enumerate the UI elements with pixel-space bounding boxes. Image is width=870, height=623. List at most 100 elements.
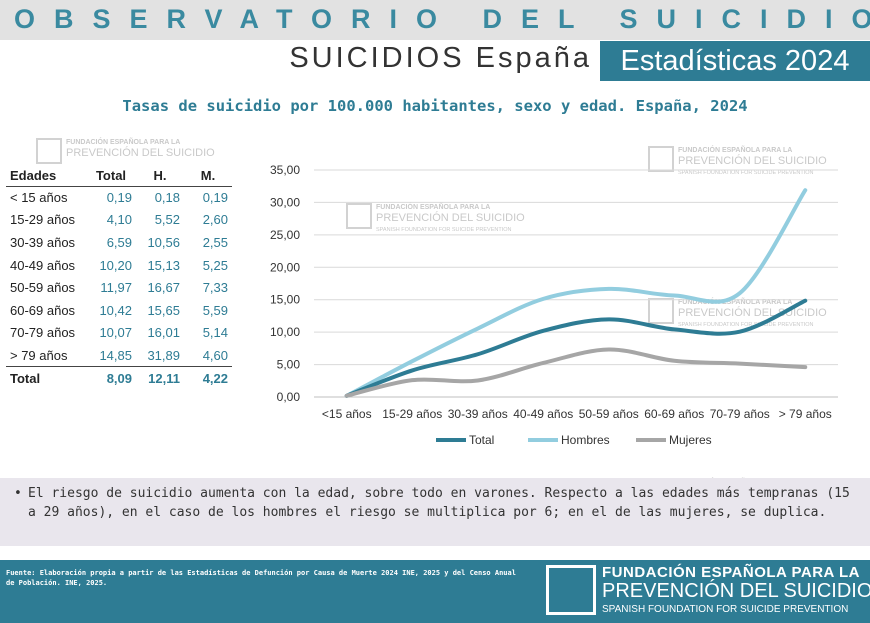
table-row: 70-79 años 10,07 16,01 5,14 <box>6 322 232 345</box>
header-ages: Edades <box>6 166 86 187</box>
men-cell: 10,56 <box>147 234 180 250</box>
logo-square-icon <box>546 565 596 615</box>
series-line-hombres <box>344 188 808 398</box>
men-cell: 16,67 <box>147 280 180 296</box>
watermark-line1: FUNDACIÓN ESPAÑOLA PARA LA <box>66 139 181 146</box>
men-cell: 16,01 <box>147 325 180 341</box>
age-cell: 15-29 años <box>10 212 76 228</box>
women-cell: 7,33 <box>202 280 228 296</box>
watermark-square-icon <box>346 203 372 229</box>
x-tick-label: 50-59 años <box>579 407 639 421</box>
women-cell: 2,55 <box>202 234 228 250</box>
total-cell: 4,10 <box>106 212 132 228</box>
table-row: 30-39 años 6,59 10,56 2,55 <box>6 231 232 254</box>
stats-year-badge: Estadísticas 2024 <box>600 41 870 81</box>
total-label-cell: Total <box>6 366 86 390</box>
y-tick-label: 35,00 <box>270 163 300 177</box>
age-cell: > 79 años <box>10 347 68 363</box>
women-cell: 5,14 <box>202 325 228 341</box>
x-tick-label: 70-79 años <box>710 407 770 421</box>
insight-body: El riesgo de suicidio aumenta con la eda… <box>28 486 850 520</box>
y-tick-label: 5,00 <box>277 358 301 372</box>
watermark-square-icon <box>648 146 674 172</box>
watermark-square-icon <box>36 138 62 164</box>
footer: Fuente: Elaboración propia a partir de l… <box>0 560 870 623</box>
x-tick-label: 40-49 años <box>513 407 573 421</box>
y-tick-label: 15,00 <box>270 293 300 307</box>
women-cell: 4,60 <box>202 347 228 363</box>
total-cell: 10,07 <box>99 325 132 341</box>
legend-label: Hombres <box>561 433 610 447</box>
series-line-mujeres <box>344 347 808 398</box>
y-tick-label: 25,00 <box>270 228 300 242</box>
legend-label: Total <box>469 433 494 447</box>
rates-table: Edades Total H. M. < 15 años 0,19 0,18 0… <box>6 166 232 390</box>
chart-title: Tasas de suicidio por 100.000 habitantes… <box>122 97 748 115</box>
men-cell: 15,13 <box>147 257 180 273</box>
table-row: < 15 años 0,19 0,18 0,19 <box>6 186 232 209</box>
women-cell: 5,59 <box>202 302 228 318</box>
header-total: Total <box>86 166 136 187</box>
page-subtitle: SUICIDIOS España <box>289 42 592 74</box>
age-cell: 70-79 años <box>10 325 76 341</box>
watermark-line3: SPANISH FOUNDATION FOR SUICIDE PREVENTIO… <box>376 227 512 233</box>
watermark-line2: PREVENCIÓN DEL SUICIDIO <box>678 155 827 167</box>
insight-text: • El riesgo de suicidio aumenta con la e… <box>14 484 854 522</box>
logo-line3: SPANISH FOUNDATION FOR SUICIDE PREVENTIO… <box>602 604 849 615</box>
table-row: 60-69 años 10,42 15,65 5,59 <box>6 299 232 322</box>
women-cell: 2,60 <box>202 212 228 228</box>
watermark-square-icon <box>648 298 674 324</box>
foundation-logo: FUNDACIÓN ESPAÑOLA PARA LA PREVENCIÓN DE… <box>546 564 870 620</box>
bullet-icon: • <box>14 486 22 501</box>
x-tick-label: > 79 años <box>779 407 832 421</box>
logo-line2: PREVENCIÓN DEL SUICIDIO <box>602 580 870 602</box>
watermark-line3: SPANISH FOUNDATION FOR SUICIDE PREVENTIO… <box>678 322 814 328</box>
men-cell: 0,18 <box>154 190 180 206</box>
logo-line1: FUNDACIÓN ESPAÑOLA PARA LA <box>602 564 860 581</box>
age-cell: 60-69 años <box>10 302 76 318</box>
total-cell: 10,42 <box>99 302 132 318</box>
x-tick-label: 15-29 años <box>382 407 442 421</box>
table-row: > 79 años 14,85 31,89 4,60 <box>6 344 232 367</box>
header-men: H. <box>136 166 184 187</box>
watermark-line2: PREVENCIÓN DEL SUICIDIO <box>66 147 215 159</box>
age-cell: 30-39 años <box>10 234 76 250</box>
y-tick-label: 0,00 <box>277 390 301 404</box>
table-row: 40-49 años 10,20 15,13 5,25 <box>6 254 232 277</box>
men-cell: 15,65 <box>147 302 180 318</box>
line-chart: 0,00 5,00 10,00 15,00 20,00 25,00 30,00 35,00 <1… <box>270 163 838 447</box>
women-cell: 0,19 <box>202 190 228 206</box>
watermark-line1: FUNDACIÓN ESPAÑOLA PARA LA <box>678 147 793 154</box>
women-cell: 4,22 <box>184 366 232 390</box>
table-total-row: Total 8,09 12,11 4,22 <box>6 366 232 390</box>
age-cell: < 15 años <box>10 190 68 206</box>
series-line-total <box>344 298 808 398</box>
legend-label: Mujeres <box>669 433 712 447</box>
table-header-row: Edades Total H. M. <box>6 166 232 187</box>
women-cell: 5,25 <box>202 257 228 273</box>
total-cell: 0,19 <box>106 190 132 206</box>
age-cell: 40-49 años <box>10 257 76 273</box>
watermark-line3: SPANISH FOUNDATION FOR SUICIDE PREVENTIO… <box>678 170 814 176</box>
header-women: M. <box>184 166 232 187</box>
y-tick-label: 20,00 <box>270 260 300 274</box>
watermark-line2: PREVENCIÓN DEL SUICIDIO <box>376 212 525 224</box>
men-cell: 31,89 <box>147 347 180 363</box>
total-cell: 14,85 <box>99 347 132 363</box>
x-tick-label: 60-69 años <box>644 407 704 421</box>
y-tick-label: 10,00 <box>270 325 300 339</box>
x-tick-label: <15 años <box>322 407 372 421</box>
men-cell: 12,11 <box>136 366 184 390</box>
table-row: 50-59 años 11,97 16,67 7,33 <box>6 276 232 299</box>
total-cell: 11,97 <box>100 280 132 296</box>
x-tick-label: 30-39 años <box>448 407 508 421</box>
banner-title: OBSERVATORIO DEL SUICIDIO <box>14 4 870 34</box>
total-cell: 10,20 <box>99 257 132 273</box>
insight-panel: • El riesgo de suicidio aumenta con la e… <box>0 478 870 546</box>
men-cell: 5,52 <box>154 212 180 228</box>
y-tick-label: 30,00 <box>270 195 300 209</box>
watermark-line1: FUNDACIÓN ESPAÑOLA PARA LA <box>678 299 793 306</box>
table-row: 15-29 años 4,10 5,52 2,60 <box>6 209 232 232</box>
total-cell: 8,09 <box>86 366 136 390</box>
header-banner: OBSERVATORIO DEL SUICIDIO <box>0 0 870 40</box>
